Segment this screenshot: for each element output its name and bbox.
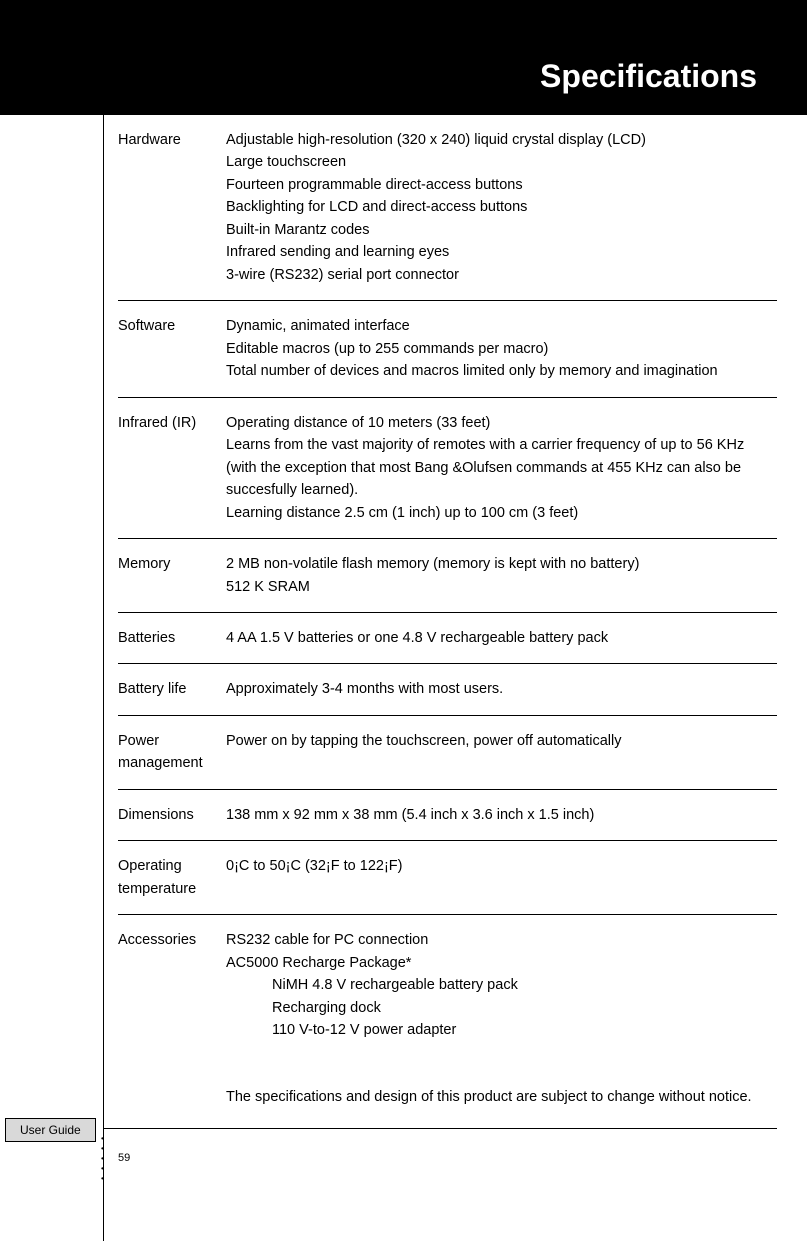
spec-value: Power on by tapping the touchscreen, pow… [226, 730, 777, 775]
notice-row: The specifications and design of this pr… [118, 1056, 777, 1122]
spec-line: Learning distance 2.5 cm (1 inch) up to … [226, 502, 777, 524]
spec-line: 3-wire (RS232) serial port connector [226, 264, 777, 286]
spec-line: Power on by tapping the touchscreen, pow… [226, 730, 777, 752]
page-number: 59 [118, 1152, 130, 1164]
spec-line: 2 MB non-volatile flash memory (memory i… [226, 553, 777, 575]
spec-label: Operating temperature [118, 855, 226, 900]
spec-value: Adjustable high-resolution (320 x 240) l… [226, 129, 777, 286]
spec-value: Dynamic, animated interface Editable mac… [226, 315, 777, 382]
notice-text: The specifications and design of this pr… [226, 1086, 777, 1108]
spec-line: Operating distance of 10 meters (33 feet… [226, 412, 777, 434]
spec-row: Battery life Approximately 3-4 months wi… [118, 664, 777, 715]
spec-value: 2 MB non-volatile flash memory (memory i… [226, 553, 777, 598]
spec-line: Dynamic, animated interface [226, 315, 777, 337]
spec-row: Operating temperature 0¡C to 50¡C (32¡F … [118, 841, 777, 915]
spec-table: Hardware Adjustable high-resolution (320… [104, 115, 807, 1122]
page-header: Specifications [0, 0, 807, 115]
spec-value: 4 AA 1.5 V batteries or one 4.8 V rechar… [226, 627, 777, 649]
spec-label: Memory [118, 553, 226, 598]
spec-line: Fourteen programmable direct-access butt… [226, 174, 777, 196]
spec-line: Editable macros (up to 255 commands per … [226, 338, 777, 360]
spec-label: Infrared (IR) [118, 412, 226, 524]
spec-line: 110 V-to-12 V power adapter [226, 1019, 777, 1041]
notice-spacer [118, 1086, 226, 1108]
spec-line: Backlighting for LCD and direct-access b… [226, 196, 777, 218]
spec-label: Dimensions [118, 804, 226, 826]
left-margin [0, 115, 104, 1122]
spec-line: AC5000 Recharge Package* [226, 952, 777, 974]
spec-row: Power management Power on by tapping the… [118, 716, 777, 790]
footer-rule [104, 1128, 777, 1129]
spec-label: Accessories [118, 929, 226, 1041]
spec-line: Recharging dock [226, 997, 777, 1019]
spec-value: Approximately 3-4 months with most users… [226, 678, 777, 700]
spec-row: Accessories RS232 cable for PC connectio… [118, 915, 777, 1055]
spec-row: Hardware Adjustable high-resolution (320… [118, 115, 777, 301]
user-guide-tab: User Guide [5, 1118, 96, 1142]
spec-line: 138 mm x 92 mm x 38 mm (5.4 inch x 3.6 i… [226, 804, 777, 826]
content-area: Hardware Adjustable high-resolution (320… [0, 115, 807, 1122]
spec-line: 0¡C to 50¡C (32¡F to 122¡F) [226, 855, 777, 877]
spec-row: Software Dynamic, animated interface Edi… [118, 301, 777, 397]
spec-label: Hardware [118, 129, 226, 286]
spec-line: 4 AA 1.5 V batteries or one 4.8 V rechar… [226, 627, 777, 649]
footer-dots: ••••• [101, 1134, 104, 1184]
spec-line: Learns from the vast majority of remotes… [226, 434, 777, 501]
spec-line: Infrared sending and learning eyes [226, 241, 777, 263]
spec-line: Large touchscreen [226, 151, 777, 173]
spec-line: Total number of devices and macros limit… [226, 360, 777, 382]
spec-value: RS232 cable for PC connection AC5000 Rec… [226, 929, 777, 1041]
page-footer: User Guide ••••• 59 [0, 1122, 807, 1202]
spec-line: RS232 cable for PC connection [226, 929, 777, 951]
spec-label: Battery life [118, 678, 226, 700]
spec-label: Power management [118, 730, 226, 775]
spec-line: NiMH 4.8 V rechargeable battery pack [226, 974, 777, 996]
vertical-rule [103, 115, 104, 1241]
spec-row: Memory 2 MB non-volatile flash memory (m… [118, 539, 777, 613]
spec-row: Batteries 4 AA 1.5 V batteries or one 4.… [118, 613, 777, 664]
spec-line: Adjustable high-resolution (320 x 240) l… [226, 129, 777, 151]
spec-value: 0¡C to 50¡C (32¡F to 122¡F) [226, 855, 777, 900]
spec-value: 138 mm x 92 mm x 38 mm (5.4 inch x 3.6 i… [226, 804, 777, 826]
spec-label: Batteries [118, 627, 226, 649]
spec-value: Operating distance of 10 meters (33 feet… [226, 412, 777, 524]
spec-row: Dimensions 138 mm x 92 mm x 38 mm (5.4 i… [118, 790, 777, 841]
spec-line: Approximately 3-4 months with most users… [226, 678, 777, 700]
page-title: Specifications [540, 58, 757, 95]
spec-row: Infrared (IR) Operating distance of 10 m… [118, 398, 777, 539]
spec-line: Built-in Marantz codes [226, 219, 777, 241]
spec-line: 512 K SRAM [226, 576, 777, 598]
spec-label: Software [118, 315, 226, 382]
